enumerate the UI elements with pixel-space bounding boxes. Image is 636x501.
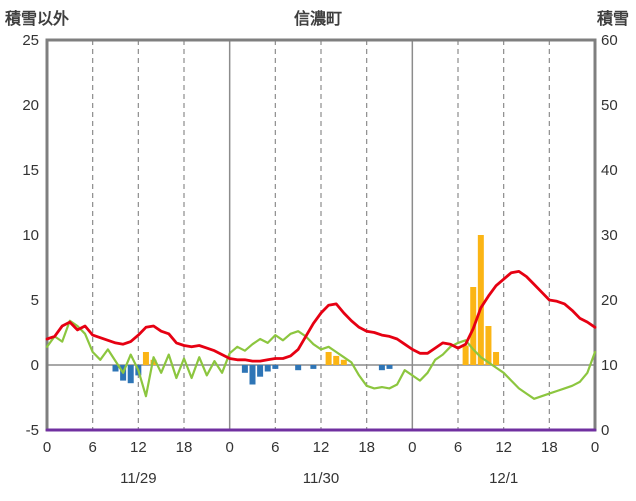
rain-bars	[272, 365, 279, 369]
rain-bars	[241, 365, 248, 373]
hour-tick-label: 12	[313, 439, 330, 456]
right-axis-tick-label: 40	[601, 162, 618, 179]
right-axis-tick-label: 50	[601, 97, 618, 114]
hour-tick-label: 12	[495, 439, 512, 456]
right-axis-title: 積雪	[596, 11, 629, 28]
hour-tick-label: 6	[271, 439, 279, 456]
right-axis-tick-label: 10	[601, 357, 618, 374]
right-axis-tick-label: 20	[601, 292, 618, 309]
hour-tick-label: 0	[225, 439, 233, 456]
left-axis-tick-label: 10	[22, 227, 39, 244]
left-axis-title: 積雪以外	[5, 11, 70, 28]
date-label: 12/1	[489, 470, 518, 487]
hour-tick-label: 18	[176, 439, 193, 456]
rain-bars	[310, 365, 317, 369]
rain-bars	[386, 365, 393, 369]
rain-bars	[112, 365, 119, 372]
snowfall-bars	[142, 352, 149, 365]
rain-bars	[378, 365, 385, 371]
left-axis-tick-label: -5	[26, 422, 39, 439]
hour-tick-label: 6	[88, 439, 96, 456]
hour-tick-label: 0	[43, 439, 51, 456]
rain-bars	[127, 365, 134, 384]
snowfall-bars	[340, 359, 347, 365]
right-axis-tick-label: 60	[601, 32, 618, 49]
green-line	[45, 319, 597, 400]
left-axis-tick-label: 15	[22, 162, 39, 179]
hour-tick-label: 6	[454, 439, 462, 456]
left-axis-tick-label: 5	[31, 292, 39, 309]
chart-header: 積雪以外 信濃町 積雪	[0, 5, 636, 29]
chart-title: 信濃町	[293, 11, 343, 28]
hour-tick-label: 0	[591, 439, 599, 456]
left-axis-tick-label: 20	[22, 97, 39, 114]
rain-bars	[249, 365, 256, 385]
snowfall-bars	[325, 352, 332, 365]
date-label: 11/29	[120, 470, 156, 487]
hour-tick-label: 12	[130, 439, 147, 456]
date-label: 11/30	[303, 470, 339, 487]
left-axis-tick-label: 0	[31, 357, 39, 374]
rain-bars	[257, 365, 264, 377]
snowfall-bars	[477, 235, 484, 365]
snowfall-bars	[485, 326, 492, 365]
right-axis-tick-label: 30	[601, 227, 618, 244]
rain-bars	[295, 365, 302, 371]
snowfall-bars	[333, 355, 340, 365]
hour-tick-label: 18	[541, 439, 558, 456]
hour-tick-label: 18	[358, 439, 375, 456]
snowfall-bars	[493, 352, 500, 365]
temperature-line	[45, 269, 597, 363]
left-axis-tick-label: 25	[22, 32, 39, 49]
rain-bars	[264, 365, 271, 372]
right-axis-tick-label: 0	[601, 422, 609, 439]
snowfall-bars	[462, 345, 469, 365]
hour-tick-label: 0	[408, 439, 416, 456]
